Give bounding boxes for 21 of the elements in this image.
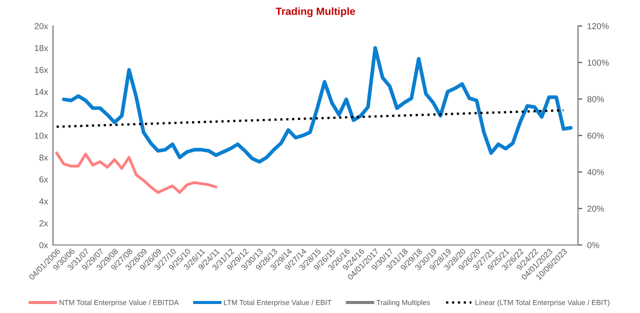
y2-tick-label: 100% (588, 60, 609, 66)
y2-tick-label: 80% (587, 96, 604, 102)
line-series (55, 152, 218, 194)
y-tick-label: 4x (39, 198, 48, 204)
y-tick-label: 2x (39, 220, 48, 226)
y2-tick-label: 0% (587, 242, 600, 248)
y-tick-label: 10x (34, 132, 48, 139)
y2-tick-label: 20% (587, 206, 604, 212)
y-tick-label: 20x (34, 23, 48, 30)
y-tick-label: 0x (39, 242, 48, 248)
y2-tick-label: 40% (587, 169, 604, 176)
y-tick-label: 6x (39, 176, 48, 183)
y-tick-label: 18x (34, 45, 48, 52)
y-tick-label: 8x (39, 154, 48, 161)
y-tick-label: 14x (34, 88, 48, 95)
chart-title: Trading Multiple (276, 7, 356, 18)
y-tick-label: 12x (34, 110, 48, 117)
y2-tick-label: 60% (587, 132, 604, 139)
line-series (62, 46, 573, 164)
y2-tick-label: 120% (588, 23, 609, 30)
y-tick-label: 16x (34, 66, 48, 74)
